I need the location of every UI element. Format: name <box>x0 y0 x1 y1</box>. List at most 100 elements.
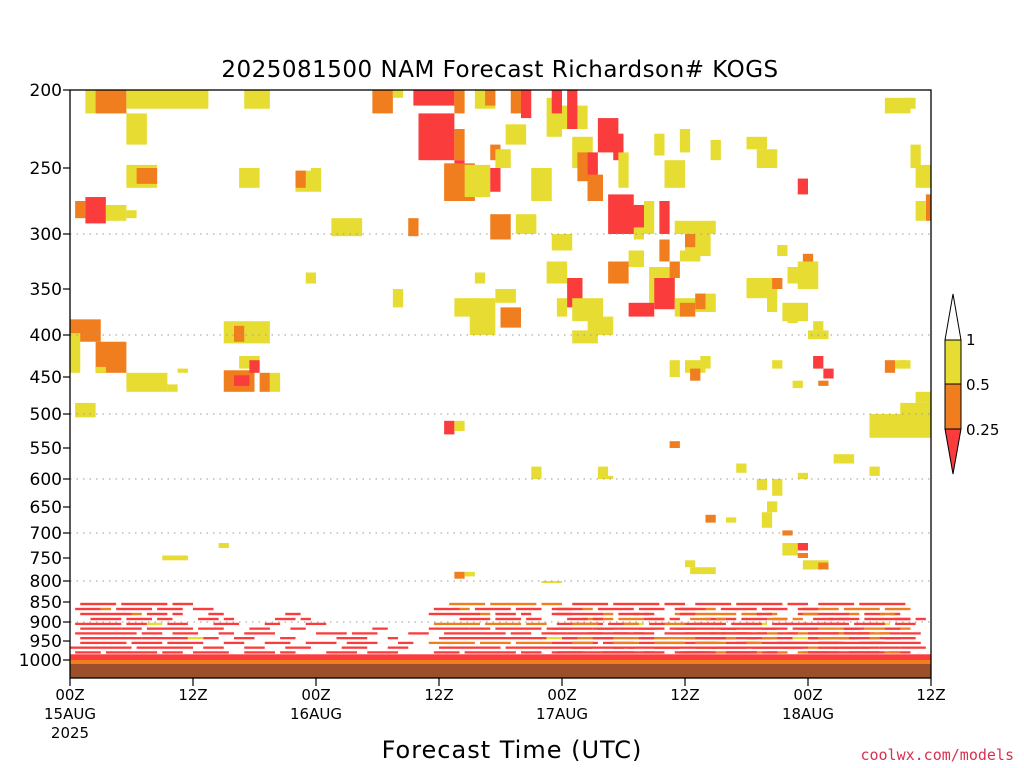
x-tick-label: 12Z <box>424 686 453 704</box>
ri-cell-low <box>387 646 409 649</box>
ri-cell-low <box>172 612 183 616</box>
ri-cell-low <box>428 612 480 616</box>
ri-cell-low <box>300 617 311 621</box>
ri-cell-low <box>613 641 639 645</box>
ri-cell-low <box>674 607 696 611</box>
ri-cell-low <box>157 617 173 621</box>
ri-cell-low <box>449 602 486 606</box>
ri-cell-low <box>597 627 619 630</box>
ri-cell-low <box>213 622 240 626</box>
y-tick-label: 900 <box>30 613 62 633</box>
ri-cell-low <box>869 637 880 640</box>
ri-cell-low <box>623 622 639 626</box>
ri-cell <box>664 160 685 188</box>
ri-cell <box>761 512 773 528</box>
ri-cell <box>915 164 931 188</box>
ri-cell <box>218 543 229 548</box>
ri-cell-low <box>864 617 890 621</box>
ri-cell-low <box>157 607 183 611</box>
ri-cell-low <box>746 641 762 645</box>
ri-cell-low <box>480 646 501 649</box>
ri-cell-low <box>705 607 716 611</box>
x-tick-label: 00Z <box>793 686 822 704</box>
ri-cell-low <box>638 627 655 630</box>
ri-cell-low <box>351 632 378 635</box>
colorbar-yellow <box>944 339 962 385</box>
ri-cell-low <box>480 641 511 645</box>
ri-cell-low <box>495 612 516 616</box>
ri-cell-low <box>541 602 562 606</box>
ri-cell-low <box>777 646 803 649</box>
ri-cell-low <box>761 607 788 611</box>
ri-cell <box>136 168 158 184</box>
ri-cell-low <box>669 637 685 640</box>
ri-cell-low <box>715 617 726 621</box>
surface-layer <box>70 660 931 666</box>
ri-cell-low <box>685 651 716 654</box>
y-tick-label: 300 <box>30 225 62 245</box>
ri-cell-low <box>146 622 163 626</box>
ri-cell <box>756 479 767 491</box>
ri-cell-low <box>526 617 542 621</box>
ri-cell-low <box>526 622 547 626</box>
ri-cell <box>126 113 147 145</box>
ri-cell-low <box>439 637 501 640</box>
ri-cell-low <box>75 632 137 635</box>
ri-cell-low <box>70 646 111 649</box>
ri-cell <box>244 90 270 109</box>
ri-cell <box>690 368 701 381</box>
y-tick-label: 550 <box>30 439 62 459</box>
ri-cell-low <box>223 617 234 621</box>
ri-cell-low <box>75 607 101 611</box>
ri-cell-low <box>193 607 214 611</box>
ri-cell <box>910 144 921 168</box>
ri-cell <box>464 164 491 198</box>
data-cells <box>70 90 931 666</box>
y-tick-label: 850 <box>30 593 62 613</box>
ri-cell <box>674 220 716 234</box>
ri-cell <box>925 194 931 221</box>
ri-cell-low <box>695 637 726 640</box>
ri-cell <box>685 234 696 248</box>
ri-cell-low <box>244 632 275 635</box>
ri-cell-low <box>167 622 188 626</box>
ri-cell <box>490 214 511 240</box>
ri-cell <box>613 133 624 161</box>
ri-cell <box>915 391 931 403</box>
ri-cell <box>802 560 829 570</box>
ri-cell-low <box>613 602 660 606</box>
ri-cell-low <box>551 612 603 616</box>
x-axis-title: Forecast Time (UTC) <box>382 736 643 764</box>
ri-cell-low <box>592 617 603 621</box>
ri-cell-low <box>521 651 542 654</box>
ri-cell-low <box>720 627 737 630</box>
ri-cell-low <box>244 646 265 649</box>
ri-cell-low <box>592 637 614 640</box>
ri-cell <box>690 567 716 575</box>
ri-cell <box>746 278 778 299</box>
ri-cell-low <box>884 607 911 611</box>
ri-cell-low <box>367 651 398 654</box>
x-tick-date: 17AUG <box>536 705 588 723</box>
ri-cell <box>597 466 609 479</box>
ri-cell <box>705 514 716 523</box>
ri-cell-low <box>126 617 152 621</box>
ri-cell <box>454 90 465 114</box>
ri-cell-low <box>669 627 696 630</box>
ri-cell-low <box>567 617 588 621</box>
ri-cell-low <box>439 646 480 649</box>
ri-cell-low <box>695 622 721 626</box>
ri-cell-low <box>572 602 609 606</box>
ri-cell <box>787 313 798 324</box>
ri-cell-low <box>136 646 193 649</box>
ri-cell <box>392 90 404 98</box>
ri-cell-low <box>346 641 378 645</box>
ri-cell-low <box>741 617 767 621</box>
ri-cell-low <box>80 612 132 616</box>
ri-cell <box>500 307 521 328</box>
x-tick-date: 15AUG <box>44 705 96 723</box>
ri-cell <box>177 368 188 373</box>
ri-cell <box>603 475 614 479</box>
